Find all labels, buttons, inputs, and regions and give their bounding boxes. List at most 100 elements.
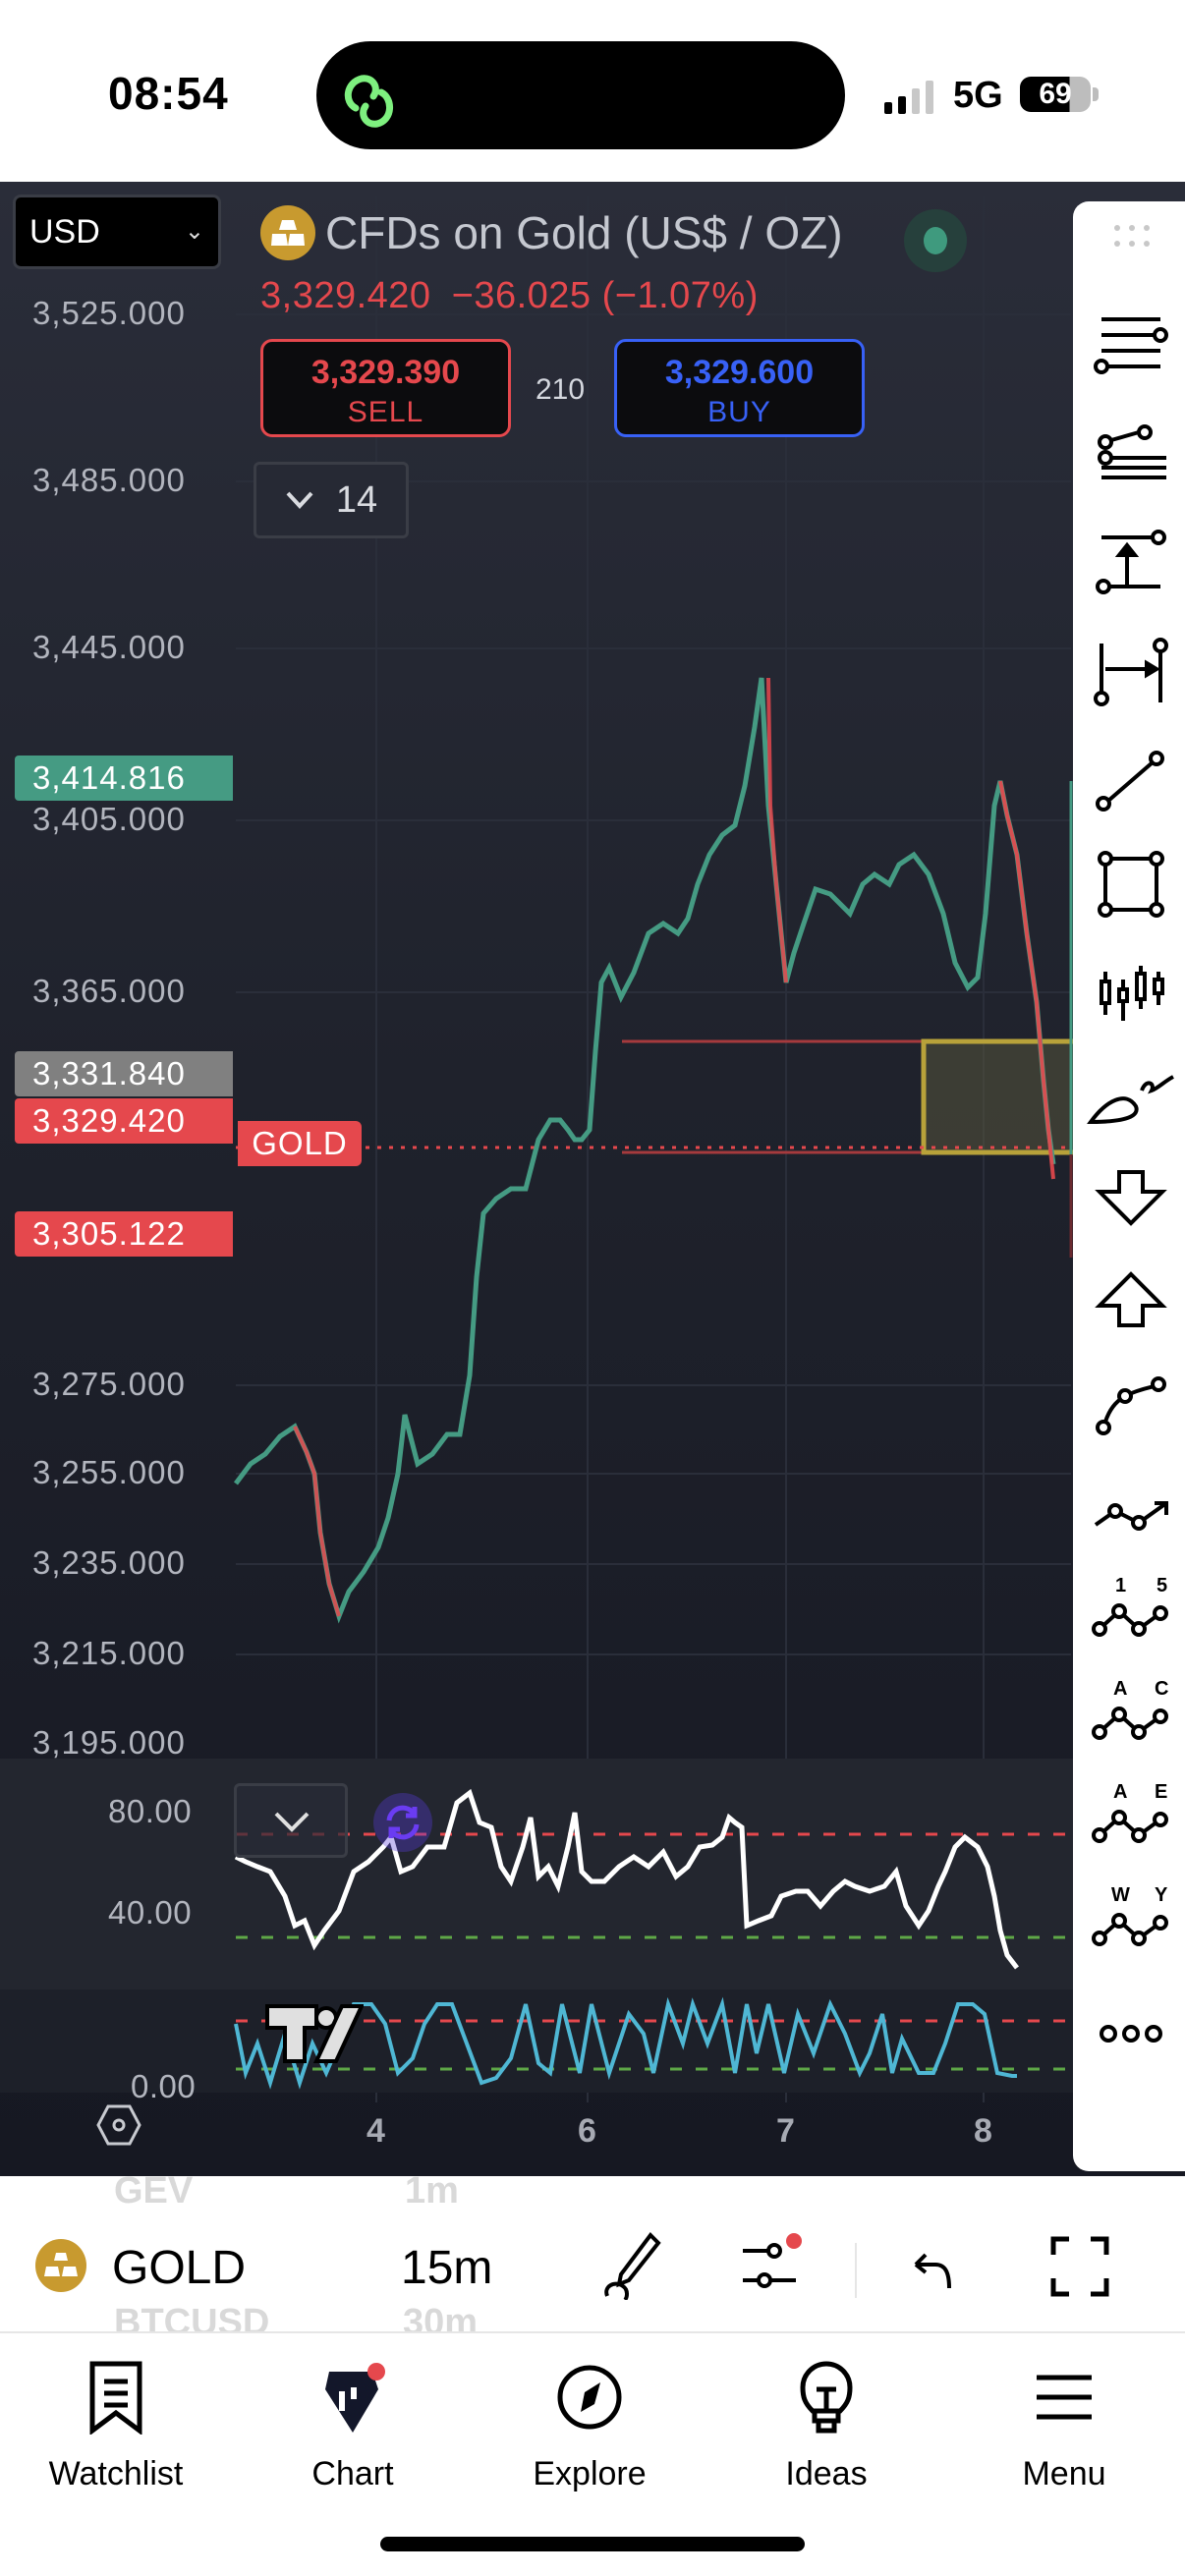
- rectangle-tool-icon[interactable]: [1087, 840, 1175, 928]
- price-axis-label: 3,195.000: [32, 1724, 186, 1761]
- market-status-icon[interactable]: [904, 209, 967, 272]
- svg-text:Y: Y: [1155, 1884, 1168, 1906]
- chart-toolbar: GEV 1m GOLD 15m BTCUSD 30m: [0, 2176, 1185, 2333]
- rsi-line: [234, 1788, 1019, 1970]
- svg-text:5: 5: [1157, 1575, 1167, 1596]
- network-type: 5G: [953, 75, 1003, 116]
- compass-icon: [557, 2365, 622, 2430]
- nav-label: Ideas: [785, 2455, 868, 2492]
- symbol-selector[interactable]: GOLD: [112, 2242, 247, 2294]
- chart-panel[interactable]: 3,525.000 3,485.000 3,445.000 3,405.000 3,36…: [0, 182, 1185, 2176]
- price-axis-label: 3,215.000: [32, 1635, 186, 1671]
- indicators-toggle-button[interactable]: 14: [254, 462, 409, 538]
- watchlist-icon: [89, 2361, 142, 2435]
- svg-text:E: E: [1155, 1781, 1167, 1803]
- svg-text:W: W: [1111, 1884, 1130, 1906]
- gold-logo-icon: [35, 2239, 86, 2292]
- time-axis-label: 8: [974, 2112, 992, 2150]
- time-axis-label: 6: [578, 2112, 596, 2150]
- bars-pattern-tool-icon[interactable]: [1087, 948, 1175, 1036]
- price-tag: 3,331.840: [15, 1051, 233, 1096]
- sell-price: 3,329.390: [310, 354, 461, 391]
- stoch-line: [234, 1996, 1017, 2090]
- symbol-price-tag: GOLD: [238, 1121, 362, 1166]
- drawing-pen-icon[interactable]: [601, 2231, 664, 2305]
- price-axis-label: 3,445.000: [32, 629, 186, 665]
- battery-tip: [1093, 87, 1099, 101]
- rsi-level-80: 80.00: [108, 1793, 193, 1829]
- trend-line-tool-icon[interactable]: [1087, 737, 1175, 825]
- nav-explore[interactable]: Explore: [491, 2353, 688, 2493]
- svg-text:1: 1: [1115, 1575, 1126, 1596]
- buy-price: 3,329.600: [664, 354, 815, 391]
- home-indicator[interactable]: [380, 2537, 805, 2551]
- nav-label: Watchlist: [48, 2455, 184, 2492]
- drag-handle-icon[interactable]: [1112, 223, 1152, 253]
- price-tag: 3,414.816: [15, 756, 233, 801]
- chevron-down-icon: [274, 1812, 310, 1832]
- symbol-title-text: CFDs on Gold (US$ / OZ): [325, 207, 843, 258]
- ghost-symbol-above: GEV: [114, 2176, 194, 2212]
- symbol-title[interactable]: CFDs on Gold (US$ / OZ): [260, 203, 843, 262]
- last-price: 3,329.420: [260, 275, 431, 316]
- long-position-tool-icon[interactable]: [1087, 521, 1175, 609]
- ghost-interval-above: 1m: [405, 2176, 459, 2212]
- quote-line: 3,329.420 −36.025 (−1.07%): [260, 275, 759, 317]
- rectangle-zone: [921, 1038, 1084, 1155]
- svg-text:A: A: [1113, 1781, 1127, 1803]
- price-axis-label: 3,525.000: [32, 295, 186, 331]
- status-bar: 08:54 5G 69: [0, 0, 1185, 182]
- menu-icon: [1037, 2375, 1092, 2420]
- chevron-down-icon: ⌄: [184, 218, 204, 245]
- date-range-tool-icon[interactable]: [1087, 629, 1175, 717]
- price-axis-label: 3,235.000: [32, 1544, 186, 1581]
- indicators-settings-icon[interactable]: [739, 2231, 810, 2305]
- arc-tool-icon[interactable]: [1087, 1361, 1175, 1449]
- sell-label: SELL: [347, 396, 424, 428]
- clock: 08:54: [108, 68, 229, 119]
- price-chart[interactable]: [0, 182, 1185, 2176]
- stoch-level-0: 0.00: [131, 2068, 197, 2101]
- currency-selector[interactable]: USD ⌄: [13, 195, 221, 269]
- price-tag: 3,305.122: [15, 1211, 233, 1257]
- indicator-collapse-button[interactable]: [234, 1783, 348, 1858]
- buy-button[interactable]: 3,329.600 BUY: [614, 339, 865, 437]
- parallel-channel-tool-icon[interactable]: [1087, 300, 1175, 388]
- spread-value: 210: [536, 373, 586, 406]
- chart-settings-icon[interactable]: [96, 2102, 141, 2153]
- more-tools-icon[interactable]: [1087, 1989, 1175, 2078]
- ghost-symbol-below: BTCUSD: [114, 2302, 270, 2333]
- rsi-level-40: 40.00: [108, 1894, 193, 1931]
- undo-icon[interactable]: [912, 2251, 957, 2295]
- refresh-icon[interactable]: [373, 1793, 432, 1852]
- path-arrow-tool-icon[interactable]: [1087, 1464, 1175, 1552]
- nav-label: Menu: [1022, 2455, 1106, 2492]
- buy-label: BUY: [707, 396, 771, 428]
- arrow-up-tool-icon[interactable]: [1087, 1255, 1175, 1343]
- nav-label: Chart: [311, 2455, 394, 2492]
- sell-button[interactable]: 3,329.390 SELL: [260, 339, 511, 437]
- price-change: −36.025: [451, 275, 592, 316]
- fib-retracement-tool-icon[interactable]: [1087, 413, 1175, 501]
- interval-selector[interactable]: 15m: [401, 2242, 493, 2294]
- svg-text:A: A: [1113, 1678, 1127, 1700]
- price-axis-label: 3,485.000: [32, 462, 186, 498]
- fullscreen-icon[interactable]: [1049, 2235, 1110, 2303]
- nav-chart[interactable]: Chart: [254, 2353, 451, 2493]
- svg-text:C: C: [1155, 1678, 1168, 1700]
- brush-tool-icon[interactable]: [1087, 1051, 1175, 1140]
- time-axis-label: 4: [367, 2112, 385, 2150]
- arrow-down-tool-icon[interactable]: [1087, 1154, 1175, 1243]
- signal-icon: [884, 81, 933, 114]
- ghost-interval-below: 30m: [403, 2302, 479, 2333]
- dynamic-island: [316, 41, 845, 149]
- price-axis-label: 3,275.000: [32, 1366, 186, 1402]
- nav-ideas[interactable]: Ideas: [728, 2353, 925, 2493]
- nav-watchlist[interactable]: Watchlist: [18, 2353, 214, 2493]
- nav-menu[interactable]: Menu: [966, 2353, 1162, 2493]
